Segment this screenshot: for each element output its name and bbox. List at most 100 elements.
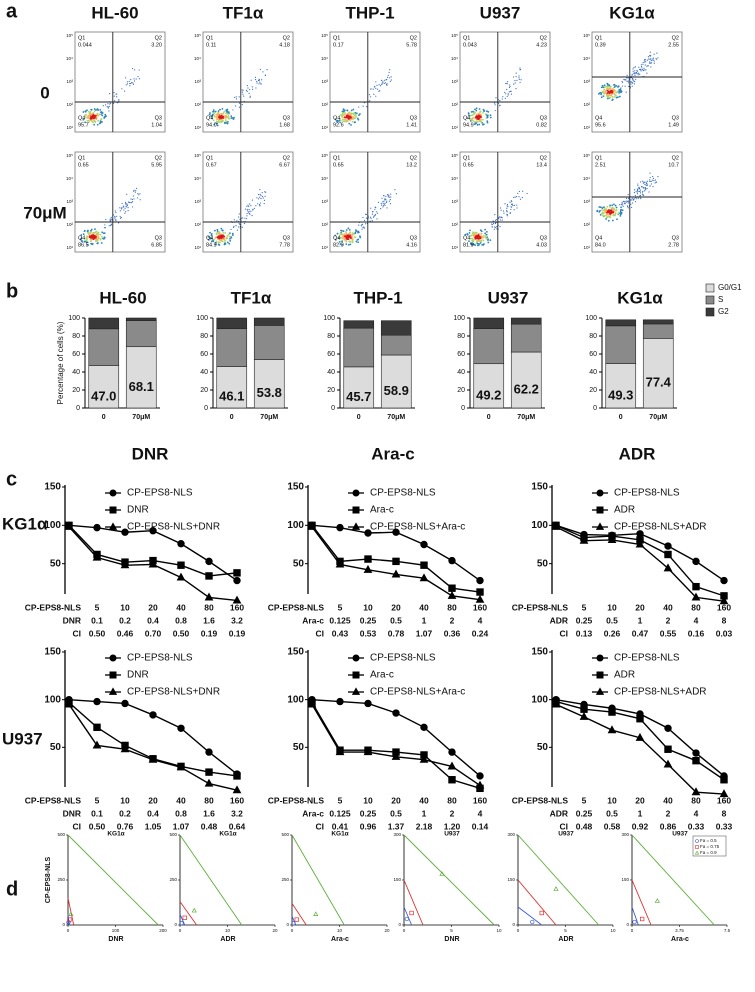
event-dot bbox=[638, 190, 640, 192]
bar-segment bbox=[216, 366, 248, 409]
event-dot bbox=[494, 104, 496, 106]
event-dot bbox=[124, 212, 126, 214]
event-dot bbox=[476, 236, 479, 239]
x-axis-label: Ara-c bbox=[671, 936, 689, 943]
marker bbox=[177, 540, 185, 548]
event-dot bbox=[637, 184, 639, 187]
event-dot bbox=[235, 98, 238, 100]
event-dot bbox=[609, 212, 611, 215]
event-dot bbox=[479, 110, 482, 113]
legend-marker bbox=[352, 506, 360, 514]
event-dot bbox=[217, 120, 220, 122]
quadrant-name: Q3 bbox=[540, 235, 547, 241]
event-dot bbox=[246, 90, 248, 92]
marker bbox=[448, 556, 456, 565]
legend-label: S bbox=[718, 295, 723, 304]
event-dot bbox=[652, 177, 655, 179]
event-dot bbox=[614, 214, 616, 217]
quadrant-value: 86.5 bbox=[78, 242, 89, 248]
event-dot bbox=[621, 81, 624, 84]
y-tick-label: 150 bbox=[44, 647, 61, 658]
event-dot bbox=[227, 117, 230, 120]
event-dot bbox=[510, 90, 512, 92]
y-tick-label: 50 bbox=[50, 742, 62, 753]
event-dot bbox=[120, 208, 122, 210]
event-dot bbox=[130, 198, 132, 200]
legend-marker bbox=[109, 506, 117, 514]
event-dot bbox=[626, 80, 628, 82]
event-dot bbox=[216, 236, 219, 239]
event-dot bbox=[105, 218, 107, 221]
y-tick-label: 250 bbox=[281, 877, 289, 882]
table-cell: 0.58 bbox=[604, 821, 621, 831]
event-dot bbox=[389, 199, 391, 201]
event-dot bbox=[481, 236, 484, 238]
column-header: THP-1 bbox=[345, 3, 394, 22]
event-dot bbox=[619, 213, 622, 216]
event-dot bbox=[479, 237, 481, 240]
quadrant-name: Q4 bbox=[206, 115, 213, 121]
isobole bbox=[291, 903, 307, 926]
value-label: 46.1 bbox=[219, 389, 244, 404]
quadrant-value: 5.95 bbox=[151, 162, 162, 168]
event-dot bbox=[126, 193, 128, 195]
axis-tick-label: 10⁴ bbox=[321, 56, 328, 61]
event-dot bbox=[608, 215, 611, 218]
event-dot bbox=[606, 85, 609, 88]
event-dot bbox=[80, 240, 83, 243]
event-dot bbox=[338, 240, 341, 243]
event-dot bbox=[343, 238, 346, 241]
marker bbox=[551, 521, 561, 530]
event-dot bbox=[368, 94, 371, 96]
quadrant-name: Q2 bbox=[410, 155, 417, 161]
legend-label: CP-EPS8-NLS bbox=[127, 488, 193, 499]
event-dot bbox=[645, 181, 647, 183]
event-dot bbox=[89, 235, 92, 237]
marker bbox=[409, 910, 414, 916]
event-dot bbox=[652, 57, 654, 59]
bar-segment bbox=[343, 366, 375, 409]
event-dot bbox=[241, 89, 243, 91]
axis-tick-label: 10⁵ bbox=[321, 153, 328, 158]
event-dot bbox=[620, 211, 623, 214]
event-dot bbox=[101, 112, 104, 114]
event-dot bbox=[644, 189, 646, 191]
event-dot bbox=[236, 229, 239, 231]
table-cell: 1.07 bbox=[416, 628, 433, 638]
event-dot bbox=[376, 212, 379, 214]
event-dot bbox=[334, 234, 337, 237]
table-cell: 1.6 bbox=[203, 808, 215, 818]
event-dot bbox=[476, 242, 479, 245]
event-dot bbox=[637, 183, 639, 185]
event-dot bbox=[229, 237, 231, 240]
x-tick-label: 10 bbox=[120, 602, 130, 612]
x-axis-label: DNR bbox=[108, 936, 123, 943]
event-dot bbox=[509, 84, 511, 86]
event-dot bbox=[617, 212, 620, 214]
y-tick-label: 40 bbox=[589, 369, 597, 376]
event-dot bbox=[221, 238, 224, 241]
marker bbox=[639, 916, 645, 922]
event-dot bbox=[375, 211, 378, 213]
event-dot bbox=[99, 108, 102, 111]
event-dot bbox=[650, 54, 652, 57]
marker bbox=[632, 919, 637, 925]
quadrant-name: Q4 bbox=[463, 235, 470, 241]
event-dot bbox=[252, 209, 254, 211]
y-tick-label: 100 bbox=[196, 315, 208, 322]
event-dot bbox=[243, 95, 245, 97]
y-tick-label: 100 bbox=[531, 520, 548, 531]
legend-label: CP-EPS8-NLS+DNR bbox=[127, 522, 220, 533]
y-tick-label: 50 bbox=[537, 558, 549, 569]
event-dot bbox=[87, 244, 89, 246]
event-dot bbox=[487, 110, 490, 113]
event-dot bbox=[131, 198, 133, 201]
event-dot bbox=[369, 96, 372, 98]
event-dot bbox=[500, 216, 502, 219]
event-dot bbox=[110, 102, 112, 104]
legend-marker bbox=[108, 687, 118, 695]
event-dot bbox=[631, 197, 633, 199]
event-dot bbox=[655, 181, 658, 183]
event-dot bbox=[231, 117, 234, 119]
event-dot bbox=[478, 242, 480, 245]
